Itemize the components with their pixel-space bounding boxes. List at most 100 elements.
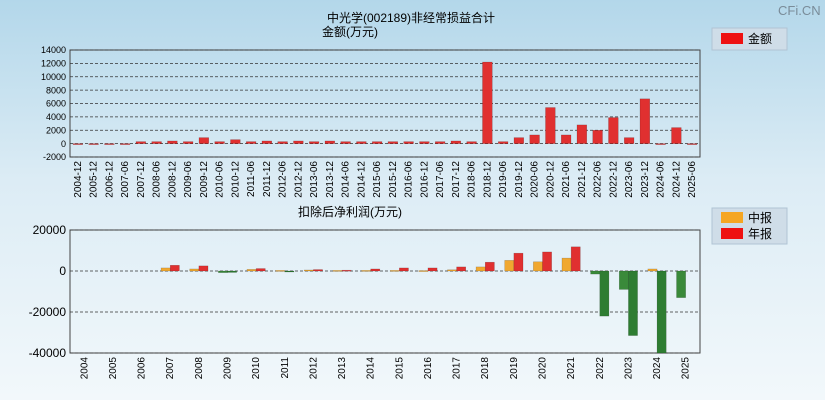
top-bar-amount <box>72 143 84 145</box>
top-bar-amount <box>419 141 430 144</box>
bot-xtick-label: 2019 <box>509 357 520 380</box>
bot-xtick-label: 2025 <box>681 357 692 380</box>
top-xtick-label: 2023-06 <box>624 161 635 198</box>
top-bar-amount <box>245 141 257 144</box>
bot-xtick-label: 2023 <box>623 357 634 380</box>
bot-xtick-label: 2010 <box>251 357 262 380</box>
top-bar-amount <box>230 139 241 144</box>
top-xtick-label: 2017-12 <box>451 161 462 198</box>
bottom-legend-swatch-interim <box>721 212 743 223</box>
bottom-legend-swatch-annual <box>721 228 743 239</box>
top-xtick-label: 2016-06 <box>404 161 415 198</box>
top-bar-amount <box>104 143 115 145</box>
bot-ytick-label: 20000 <box>33 223 67 237</box>
top-xtick-label: 2024-06 <box>656 161 667 198</box>
top-xtick-label: 2018-06 <box>467 161 478 198</box>
top-xtick-label: 2009-06 <box>183 161 194 198</box>
bot-bar-annual <box>427 267 438 272</box>
bot-ytick-label: -20000 <box>29 305 67 319</box>
top-bar-amount <box>497 141 509 144</box>
bot-xtick-label: 2022 <box>595 357 606 380</box>
bot-bar-annual <box>370 268 381 272</box>
bot-xtick-label: 2016 <box>423 357 434 380</box>
top-bar-amount <box>608 117 619 144</box>
top-bar-amount <box>450 140 462 144</box>
top-bar-amount <box>261 140 273 144</box>
bot-bar-interim <box>189 268 200 272</box>
top-bar-amount <box>371 141 383 144</box>
top-xtick-label: 2009-12 <box>199 161 210 198</box>
top-xtick-label: 2022-12 <box>608 161 619 198</box>
top-ytick-label: 10000 <box>41 72 66 82</box>
top-bar-amount <box>529 134 540 144</box>
bot-bar-interim <box>447 269 457 272</box>
bot-ytick-label: -40000 <box>29 346 67 360</box>
bot-bar-annual <box>484 261 495 272</box>
top-xtick-label: 2024-12 <box>671 161 682 198</box>
watermark: CFi.CN <box>778 3 821 18</box>
top-xtick-label: 2023-12 <box>640 161 651 198</box>
bot-bar-annual <box>399 267 409 272</box>
top-ytick-label: 0 <box>61 139 66 149</box>
bottom-chart-title: 扣除后净利润(万元) <box>298 204 402 219</box>
top-bar-amount <box>403 141 414 144</box>
bot-bar-interim <box>332 270 343 272</box>
top-xtick-label: 2021-12 <box>577 161 588 198</box>
bot-bar-interim <box>418 270 429 272</box>
bot-bar-annual <box>169 265 180 272</box>
bot-bar-interim <box>504 260 515 272</box>
top-bar-amount <box>466 141 477 144</box>
top-bar-amount <box>182 141 194 144</box>
top-bar-amount <box>135 141 147 144</box>
bot-bar-annual <box>599 270 610 317</box>
top-xtick-label: 2013-12 <box>325 161 336 198</box>
top-xtick-label: 2013-06 <box>309 161 320 198</box>
top-bar-amount <box>277 141 288 144</box>
top-ytick-label: 14000 <box>41 45 66 55</box>
top-bar-amount <box>513 137 525 144</box>
top-xtick-label: 2004-12 <box>73 161 84 198</box>
top-xtick-label: 2011-12 <box>262 161 273 197</box>
top-bar-amount <box>340 141 351 144</box>
top-bar-amount <box>308 141 320 144</box>
bot-bar-interim <box>590 270 601 275</box>
top-xtick-label: 2011-06 <box>246 161 257 197</box>
bot-bar-annual <box>628 270 638 336</box>
top-xtick-label: 2015-12 <box>388 161 399 198</box>
bot-bar-annual <box>456 266 467 272</box>
bot-xtick-label: 2014 <box>366 357 377 380</box>
bot-bar-interim <box>475 266 486 272</box>
top-bar-amount <box>434 141 446 144</box>
bot-bar-interim <box>246 269 257 272</box>
top-xtick-label: 2005-12 <box>89 161 100 198</box>
top-ytick-label: -2000 <box>43 152 66 162</box>
top-xtick-label: 2021-06 <box>561 161 572 198</box>
top-xtick-label: 2012-06 <box>278 161 289 198</box>
bot-ytick-label: 0 <box>59 264 66 278</box>
top-bar-amount <box>214 141 225 144</box>
top-bar-amount <box>88 143 99 145</box>
top-ytick-label: 2000 <box>46 125 66 135</box>
top-xtick-label: 2015-06 <box>372 161 383 198</box>
bot-bar-annual <box>513 252 524 272</box>
top-legend-swatch <box>721 33 743 44</box>
bot-bar-interim <box>275 270 286 272</box>
bot-xtick-label: 2015 <box>394 357 405 380</box>
top-ytick-label: 8000 <box>46 85 66 95</box>
top-xtick-label: 2008-06 <box>152 161 163 198</box>
bot-xtick-label: 2008 <box>194 357 205 380</box>
top-bar-amount <box>167 140 178 144</box>
top-bar-amount <box>592 130 603 144</box>
bot-xtick-label: 2020 <box>538 357 549 380</box>
top-xtick-label: 2018-12 <box>482 161 493 198</box>
top-xtick-label: 2019-12 <box>514 161 525 198</box>
top-chart-title: 中光学(002189)非经常损益合计 <box>327 10 495 25</box>
top-xtick-label: 2006-12 <box>104 161 115 198</box>
bot-xtick-label: 2007 <box>165 357 176 380</box>
bot-bar-interim <box>218 270 228 273</box>
bot-bar-interim <box>160 267 171 272</box>
bot-bar-annual <box>313 269 323 272</box>
top-bar-amount <box>324 140 336 144</box>
top-ytick-label: 12000 <box>41 59 66 69</box>
bot-bar-annual <box>255 268 266 272</box>
